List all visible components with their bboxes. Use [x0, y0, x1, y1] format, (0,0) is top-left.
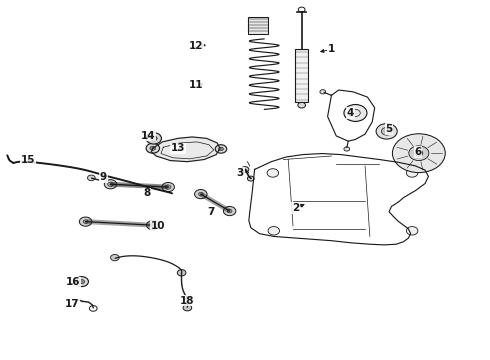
Circle shape — [267, 169, 279, 177]
Circle shape — [415, 150, 423, 156]
Circle shape — [146, 133, 161, 144]
Text: 9: 9 — [100, 172, 107, 182]
Circle shape — [406, 226, 418, 235]
Circle shape — [227, 209, 232, 213]
Circle shape — [111, 255, 119, 261]
Circle shape — [108, 182, 113, 186]
Circle shape — [247, 176, 254, 181]
Circle shape — [150, 136, 157, 141]
Text: 13: 13 — [171, 143, 185, 153]
Text: 6: 6 — [414, 147, 421, 157]
Circle shape — [79, 217, 92, 226]
Circle shape — [195, 189, 207, 199]
Text: 4: 4 — [347, 108, 354, 118]
Circle shape — [344, 104, 367, 121]
Circle shape — [79, 279, 85, 284]
FancyBboxPatch shape — [248, 17, 268, 33]
Text: 15: 15 — [21, 154, 35, 165]
Circle shape — [392, 134, 445, 172]
Circle shape — [198, 192, 203, 196]
Circle shape — [104, 180, 117, 189]
Circle shape — [147, 221, 159, 230]
Circle shape — [320, 90, 326, 94]
Text: 8: 8 — [143, 188, 150, 198]
Circle shape — [241, 167, 249, 172]
Circle shape — [376, 123, 397, 139]
Text: 2: 2 — [292, 203, 299, 213]
Circle shape — [298, 102, 305, 108]
Circle shape — [381, 127, 392, 135]
Text: 16: 16 — [66, 277, 80, 287]
Circle shape — [268, 226, 280, 235]
FancyBboxPatch shape — [295, 49, 308, 102]
Circle shape — [406, 169, 418, 177]
Text: 17: 17 — [65, 299, 79, 309]
Circle shape — [219, 147, 223, 151]
Circle shape — [150, 146, 156, 150]
Text: 7: 7 — [208, 207, 215, 217]
Text: 3: 3 — [237, 168, 244, 178]
Text: 1: 1 — [328, 45, 335, 54]
Circle shape — [83, 220, 88, 224]
Text: 12: 12 — [189, 41, 203, 51]
Circle shape — [150, 224, 155, 227]
Text: 18: 18 — [180, 296, 195, 306]
Polygon shape — [151, 137, 220, 162]
Circle shape — [183, 305, 192, 311]
Circle shape — [177, 270, 186, 276]
Circle shape — [409, 146, 429, 161]
Circle shape — [165, 185, 171, 189]
Circle shape — [146, 143, 160, 153]
Circle shape — [162, 183, 174, 192]
Circle shape — [88, 175, 95, 181]
Circle shape — [75, 277, 89, 287]
Text: 10: 10 — [150, 221, 165, 231]
Text: 14: 14 — [141, 131, 155, 140]
Circle shape — [223, 207, 236, 216]
Text: 5: 5 — [386, 124, 392, 134]
Text: 11: 11 — [189, 80, 203, 90]
Circle shape — [215, 145, 227, 153]
Circle shape — [344, 147, 350, 151]
